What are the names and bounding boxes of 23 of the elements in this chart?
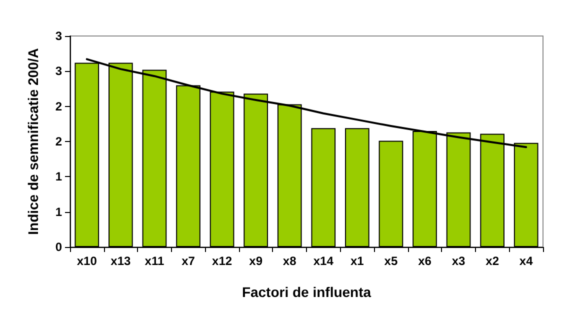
x-tick-label: x13 [110, 254, 132, 268]
x-tick-label: x9 [249, 254, 263, 268]
x-tick-label: x12 [212, 254, 232, 268]
y-tick-label: 1 [55, 204, 62, 219]
x-tick-label: x14 [313, 254, 334, 268]
y-tick-label: 2 [55, 134, 62, 148]
x-tick-label: x3 [452, 254, 466, 268]
y-tick-label: 2 [55, 99, 62, 114]
y-tick-label: 3 [55, 29, 62, 43]
x-tick-label: x6 [418, 254, 432, 268]
y-axis-title: Indice de semnificatie 200/A [25, 48, 41, 235]
x-tick-label: x2 [486, 254, 500, 268]
y-tick-label: 1 [55, 170, 62, 184]
x-tick-label: x1 [350, 254, 364, 268]
x-tick-label: x11 [144, 254, 164, 268]
x-tick-label: x7 [182, 254, 196, 268]
x-tick-label: x4 [519, 254, 534, 268]
x-tick-label: x8 [282, 254, 297, 268]
x-tick-label: x10 [76, 254, 98, 268]
y-tick-label: 0 [55, 240, 62, 254]
x-axis-title: Factori de influenta [242, 284, 372, 300]
y-tick-label: 3 [55, 64, 62, 78]
x-tick-label: x5 [384, 254, 398, 268]
